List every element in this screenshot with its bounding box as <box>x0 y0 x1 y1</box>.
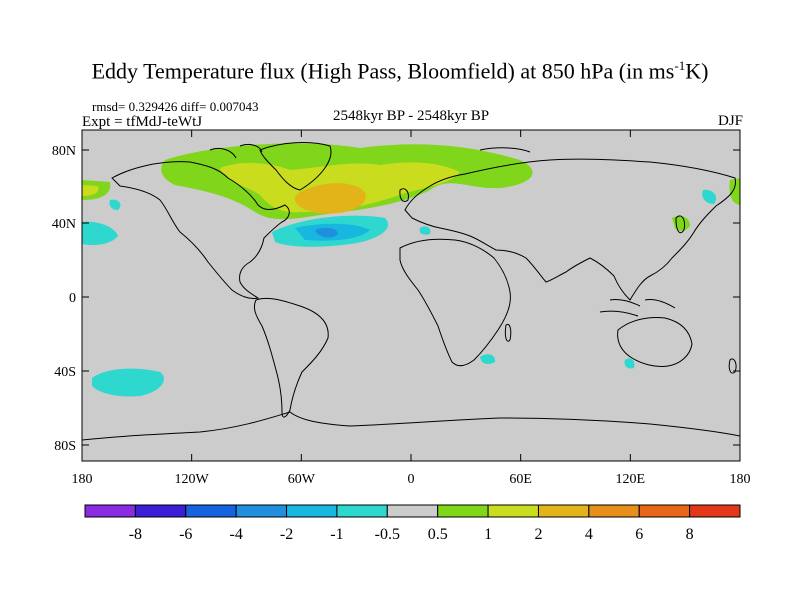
siberia-ring <box>395 167 440 186</box>
colorbar-label: -1 <box>330 526 343 543</box>
colorbar-label: 8 <box>686 526 694 543</box>
coast-indonesia <box>599 299 676 317</box>
coast-north-america <box>111 161 290 299</box>
lon-label: 60W <box>288 472 316 487</box>
period-label: 2548kyr BP - 2548kyr BP <box>332 108 490 124</box>
colorbar-label: -0.5 <box>375 526 400 543</box>
colorbar-swatch <box>185 504 237 518</box>
colorbar-label: 0.5 <box>428 526 448 543</box>
lon-label: 0 <box>408 472 415 487</box>
colorbar-swatch <box>286 504 338 518</box>
coast-madagascar <box>504 323 512 342</box>
colorbar <box>84 504 741 518</box>
colorbar-swatch <box>487 504 539 518</box>
season-label: DJF <box>717 113 743 129</box>
lat-label: 40S <box>54 365 76 380</box>
colorbar-swatch <box>689 504 741 518</box>
south-pacific-neg <box>92 368 164 397</box>
colorbar-swatch <box>588 504 640 518</box>
west-pacific-pos-core <box>82 185 99 196</box>
lat-label: 80N <box>52 144 76 159</box>
coast-eurasia <box>404 158 737 301</box>
colorbar-label: -2 <box>280 526 293 543</box>
coast-africa <box>399 238 511 367</box>
colorbar-swatch <box>84 504 136 518</box>
colorbar-labels: -8 -6 -4 -2 -1 -0.5 0.5 1 2 4 6 8 <box>129 526 694 543</box>
east-pacific-pos <box>729 178 740 205</box>
lon-label: 120E <box>616 472 646 487</box>
lon-label: 120W <box>175 472 210 487</box>
south-indian-neg <box>624 358 635 369</box>
colorbar-label: 1 <box>484 526 492 543</box>
coast-arctic-islands <box>209 143 531 159</box>
stats-text: rmsd= 0.329426 diff= 0.007043 <box>92 99 259 114</box>
experiment-label: Expt = tfMdJ-teWtJ <box>82 114 203 130</box>
gulf-stream-core <box>315 227 338 238</box>
south-atlantic-neg <box>480 354 496 365</box>
colorbar-label: 6 <box>635 526 643 543</box>
colorbar-label: -8 <box>129 526 142 543</box>
latitude-labels: 80N 40N 0 40S 80S <box>52 144 76 454</box>
lon-label: 180 <box>730 472 751 487</box>
lat-label: 0 <box>69 291 76 306</box>
colorbar-swatch <box>336 504 388 518</box>
colorbar-swatch <box>386 504 439 518</box>
coast-uk <box>399 188 409 203</box>
tick-marks <box>81 130 741 461</box>
colorbar-swatch <box>537 504 590 518</box>
colorbar-label: -6 <box>179 526 192 543</box>
colorbar-swatch <box>235 504 288 518</box>
lat-label: 40N <box>52 217 76 232</box>
coastlines <box>82 142 740 441</box>
north-atlantic-core <box>294 183 366 214</box>
pacific-neg-small <box>109 199 121 210</box>
east-pacific-neg <box>702 189 717 204</box>
colorbar-swatch <box>638 504 691 518</box>
lon-label: 60E <box>509 472 532 487</box>
colorbar-swatch <box>134 504 187 518</box>
lat-label: 80S <box>54 439 76 454</box>
med-neg <box>419 226 431 235</box>
lon-label: 180 <box>72 472 93 487</box>
coast-greenland <box>259 142 332 191</box>
longitude-labels: 180 120W 60W 0 60E 120E 180 <box>72 472 751 487</box>
map-title: Eddy Temperature flux (High Pass, Bloomf… <box>91 58 709 84</box>
colorbar-label: 2 <box>534 526 542 543</box>
coast-japan <box>675 215 685 234</box>
coast-new-zealand <box>728 358 737 374</box>
coast-antarctica <box>82 411 740 441</box>
coast-south-america <box>253 297 329 418</box>
coast-australia <box>617 317 693 367</box>
colorbar-swatch <box>437 504 489 518</box>
greenland-ring <box>234 168 256 183</box>
pacific-neg <box>82 221 118 246</box>
colorbar-label: 4 <box>585 526 593 543</box>
colorbar-label: -4 <box>229 526 242 543</box>
